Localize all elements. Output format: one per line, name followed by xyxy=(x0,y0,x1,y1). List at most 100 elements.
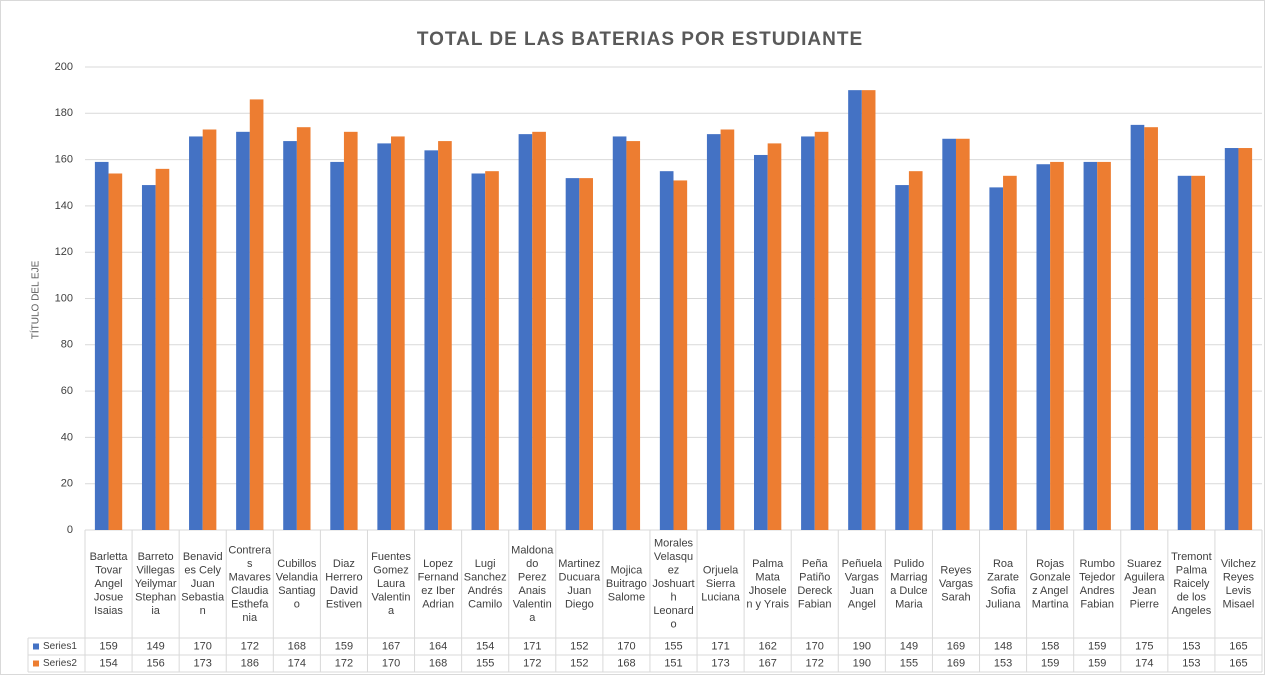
label-line: ez xyxy=(668,564,680,576)
table-value: 149 xyxy=(146,640,164,652)
label-line: n xyxy=(200,605,206,617)
x-tick-label: Roa Zarate Sofia Juliana xyxy=(986,558,1022,611)
label-line: Esthefa xyxy=(231,598,269,610)
bar xyxy=(673,180,688,530)
label-line: Valentin xyxy=(372,591,411,603)
label-line: Mata xyxy=(755,571,780,583)
bar xyxy=(391,136,405,530)
bar xyxy=(141,185,156,530)
table-value: 153 xyxy=(1182,640,1200,652)
label-line: Vargas xyxy=(845,571,880,583)
x-tick-label: Martinez Ducuara Juan Diego xyxy=(558,558,601,611)
label-line: Sofia xyxy=(991,585,1017,597)
label-line: Fernand xyxy=(418,571,459,583)
bar xyxy=(518,134,533,530)
label-line: Luciana xyxy=(701,591,740,603)
label-line: Dereck xyxy=(797,585,832,597)
x-tick-label: Peña Patiño Dereck Fabian xyxy=(797,558,832,611)
bar xyxy=(626,141,641,530)
bar xyxy=(1097,161,1111,531)
table-value: 165 xyxy=(1229,640,1247,652)
label-line: Zarate xyxy=(987,571,1019,583)
label-line: Salome xyxy=(608,591,645,603)
table-value: 169 xyxy=(947,657,965,669)
label-line: Palma xyxy=(1176,564,1208,576)
y-tick-label: 160 xyxy=(55,154,73,166)
label-line: Orjuela xyxy=(703,564,739,576)
label-line: Tejedor xyxy=(1079,571,1115,583)
chart-title: TOTAL DE LAS BATERIAS POR ESTUDIANTE xyxy=(417,29,863,50)
label-line: z Angel xyxy=(1032,585,1068,597)
label-line: Juliana xyxy=(986,598,1022,610)
bar xyxy=(579,178,593,530)
bar xyxy=(1238,148,1253,530)
bar xyxy=(471,173,486,531)
label-line: Cubillos xyxy=(277,558,317,570)
label-line: Contrera xyxy=(228,544,272,556)
x-tick-label: Vilchez Reyes Levis Misael xyxy=(1221,558,1256,611)
x-tick-label: Lugi Sanchez Andrés Camilo xyxy=(464,558,507,611)
x-tick-label: Suarez Aguilera Jean Pierre xyxy=(1124,558,1165,611)
table-value: 154 xyxy=(99,657,117,669)
bar xyxy=(612,136,627,530)
label-line: Leonard xyxy=(653,605,693,617)
x-tick-label: Rumbo Tejedor Andres Fabian xyxy=(1079,558,1115,611)
table-value: 153 xyxy=(994,657,1012,669)
table-value: 170 xyxy=(617,640,635,652)
x-tick-label: Reyes Vargas Sarah xyxy=(939,564,974,603)
table-value: 155 xyxy=(900,657,918,669)
label-line: Suarez xyxy=(1127,558,1162,570)
bar xyxy=(706,134,721,530)
label-line: David xyxy=(330,585,358,597)
label-line: es Cely xyxy=(184,564,221,576)
label-line: Marriag xyxy=(890,571,927,583)
label-line: Reyes xyxy=(1223,571,1255,583)
bar xyxy=(249,99,264,530)
label-line: Angel xyxy=(94,578,122,590)
label-line: Gonzale xyxy=(1030,571,1071,583)
bar xyxy=(848,90,862,531)
label-line: Tremont xyxy=(1171,551,1212,563)
label-line: n y Yrais xyxy=(746,598,789,610)
bar xyxy=(1130,124,1145,530)
label-line: Fabian xyxy=(1080,598,1114,610)
table-value: 170 xyxy=(382,657,400,669)
label-line: Herrero xyxy=(325,571,362,583)
bar xyxy=(1036,164,1051,531)
legend-key xyxy=(33,643,39,650)
table-value: 167 xyxy=(758,657,776,669)
label-line: Velandia xyxy=(276,571,319,583)
x-tick-label: Barreto Villegas Yeilymar Stephan ia xyxy=(135,551,177,617)
table-value: 190 xyxy=(853,640,871,652)
label-line: ez Iber xyxy=(421,585,455,597)
label-line: Camilo xyxy=(468,598,502,610)
x-tick-label: Contrera s Mavares Claudia Esthefa nia xyxy=(228,544,272,624)
x-tick-label: Pulido Marriag a Dulce Maria xyxy=(890,558,927,611)
label-line: Barreto xyxy=(138,551,174,563)
label-line: Pierre xyxy=(1130,598,1159,610)
bar xyxy=(108,173,123,531)
label-line: Yeilymar xyxy=(135,578,177,590)
bar xyxy=(438,141,452,530)
label-line: Jean xyxy=(1132,585,1156,597)
label-line: Buitrago xyxy=(606,578,647,590)
bar xyxy=(861,90,876,531)
table-value: 172 xyxy=(523,657,541,669)
label-line: Lugi xyxy=(475,558,496,570)
x-tick-label: Maldona do Perez Anais Valentin a xyxy=(511,544,554,624)
label-line: Gomez xyxy=(373,564,408,576)
bar xyxy=(532,131,546,530)
bar xyxy=(754,154,768,530)
y-tick-label: 20 xyxy=(61,478,73,490)
label-line: Josue xyxy=(94,591,123,603)
label-line: Sanchez xyxy=(464,571,507,583)
x-tick-label: Barletta Tovar Angel Josue Isaias xyxy=(90,551,129,617)
table-value: 153 xyxy=(1182,657,1200,669)
bar xyxy=(296,127,311,530)
table-value: 168 xyxy=(288,640,306,652)
label-line: Raicely xyxy=(1173,578,1210,590)
table-value: 162 xyxy=(758,640,776,652)
table-value: 170 xyxy=(806,640,824,652)
x-tick-label: Fuentes Gomez Laura Valentin a xyxy=(371,551,411,617)
y-tick-label: 180 xyxy=(55,107,73,119)
